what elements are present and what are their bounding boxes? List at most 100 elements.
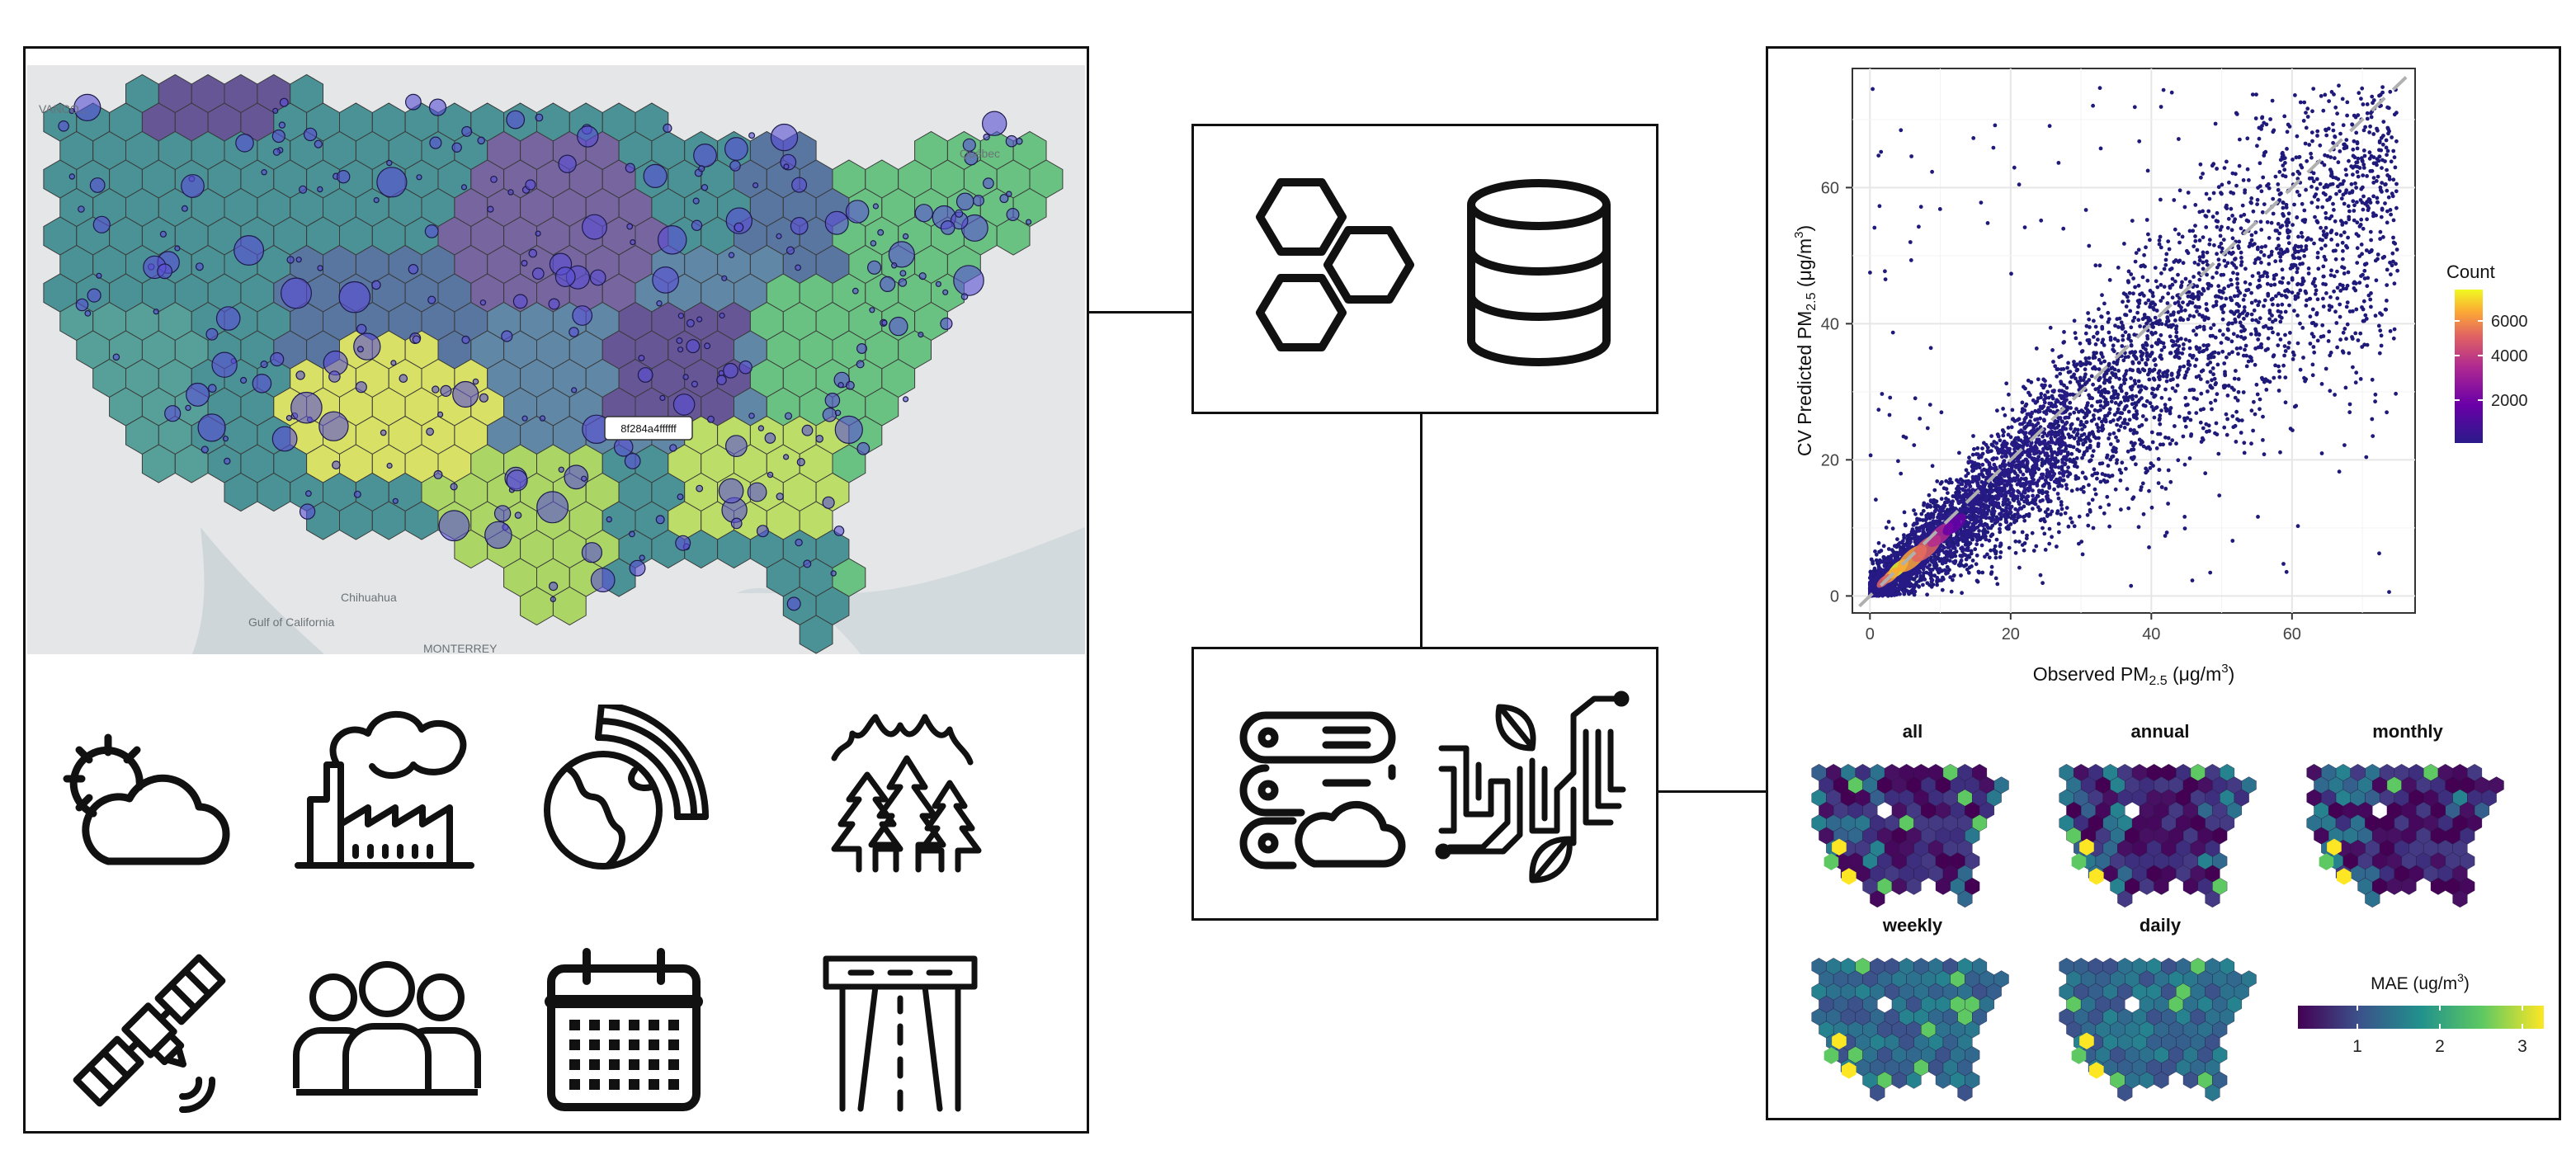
scatter-point	[2150, 369, 2155, 373]
scatter-point	[2141, 403, 2146, 408]
scatter-point	[2347, 158, 2351, 163]
scatter-point	[2222, 385, 2227, 389]
scatter-point	[2103, 479, 2108, 484]
scatter-point	[2041, 461, 2045, 466]
scatter-point	[2133, 381, 2138, 386]
scatter-point	[2114, 435, 2118, 440]
scatter-point	[2107, 407, 2112, 412]
scatter-point	[2276, 343, 2281, 347]
scatter-point	[1944, 478, 1949, 483]
monitor-site	[451, 142, 462, 153]
monitor-site	[371, 280, 381, 290]
scatter-point	[2193, 364, 2197, 368]
scatter-point	[2158, 105, 2163, 109]
calendar-day	[629, 1020, 639, 1030]
monitor-site	[691, 380, 699, 388]
scatter-point	[2110, 474, 2115, 478]
scatter-point	[2234, 266, 2239, 270]
scatter-point	[2074, 336, 2078, 341]
scatter-point	[1884, 526, 1889, 530]
scatter-point	[2371, 132, 2376, 136]
scatter-point	[2268, 117, 2272, 121]
scatter-point	[2111, 445, 2116, 450]
scatter-point	[2269, 249, 2274, 254]
scatter-point	[2061, 340, 2066, 345]
scatter-point	[2304, 244, 2309, 248]
scatter-point	[2260, 375, 2264, 380]
scatter-point	[1918, 205, 1923, 210]
scatter-point	[2388, 89, 2393, 94]
calendar-day	[609, 1020, 620, 1030]
scatter-point	[1968, 541, 1973, 545]
scatter-point	[1994, 445, 1998, 450]
scatter-point	[2370, 417, 2375, 422]
scatter-point	[2252, 399, 2256, 404]
scatter-point	[2183, 337, 2188, 342]
scatter-point	[2260, 124, 2264, 128]
scatter-point	[2191, 396, 2196, 400]
monitor-site	[728, 252, 735, 258]
scatter-point	[2085, 401, 2090, 405]
scatter-point	[2045, 514, 2050, 518]
scatter-point	[2316, 266, 2321, 271]
scatter-point	[2264, 122, 2269, 127]
scatter-point	[2097, 378, 2101, 383]
scatter-point	[2360, 158, 2365, 163]
scatter-point	[2272, 375, 2276, 380]
scatter-point	[2296, 291, 2300, 296]
scatter-point	[2256, 303, 2261, 308]
scatter-point	[2119, 507, 2123, 512]
scatter-point	[2273, 318, 2278, 323]
scatter-point	[2031, 507, 2035, 511]
scatter-point	[2352, 218, 2357, 223]
scatter-point	[2099, 419, 2104, 424]
scatter-point	[2139, 439, 2144, 443]
scatter-point	[2074, 376, 2078, 381]
scatter-point	[2300, 165, 2305, 170]
scatter-point	[2324, 366, 2328, 371]
scatter-point	[2048, 408, 2053, 413]
scatter-point	[2269, 252, 2274, 257]
scatter-point	[2180, 234, 2185, 239]
scatter-point	[2137, 301, 2142, 305]
calendar-day	[668, 1039, 679, 1050]
scatter-point	[2225, 159, 2229, 164]
calendar-day	[668, 1020, 679, 1030]
scatter-point	[2368, 200, 2373, 205]
monitor-site	[1016, 137, 1023, 145]
scatter-point	[2204, 225, 2209, 229]
scatter-point	[2167, 247, 2172, 252]
scatter-point	[2116, 338, 2121, 343]
scatter-point	[2311, 87, 2316, 91]
scatter-point	[1902, 535, 1907, 540]
scatter-point	[2276, 237, 2281, 241]
scatter-point	[1987, 555, 1992, 560]
scatter-point	[2271, 196, 2276, 201]
monitor-site	[782, 454, 790, 460]
scatter-point	[2009, 271, 2013, 276]
scatter-point	[2231, 332, 2236, 337]
scatter-point	[2168, 406, 2173, 410]
scatter-point	[2106, 319, 2111, 324]
scatter-point	[2059, 354, 2064, 358]
scatter-point	[2225, 432, 2229, 437]
monitor-site	[786, 246, 795, 255]
scatter-point	[2151, 305, 2155, 310]
calendar-day	[609, 1079, 620, 1090]
scatter-point	[2069, 375, 2074, 379]
scatter-point	[2148, 446, 2153, 451]
scatter-point	[2281, 173, 2286, 178]
monitor-site	[205, 328, 219, 341]
scatter-point	[2205, 250, 2210, 255]
monitor-site	[279, 97, 289, 107]
scatter-point	[2301, 119, 2306, 123]
scatter-point	[1918, 574, 1923, 578]
scatter-point	[1993, 123, 1998, 128]
scatter-point	[1946, 480, 1951, 485]
scatter-point	[2136, 399, 2140, 404]
scatter-point	[2116, 403, 2121, 408]
scatter-point	[2255, 392, 2260, 397]
scatter-point	[2149, 461, 2154, 466]
scatter-point	[2134, 412, 2139, 417]
scatter-point	[2235, 398, 2240, 403]
